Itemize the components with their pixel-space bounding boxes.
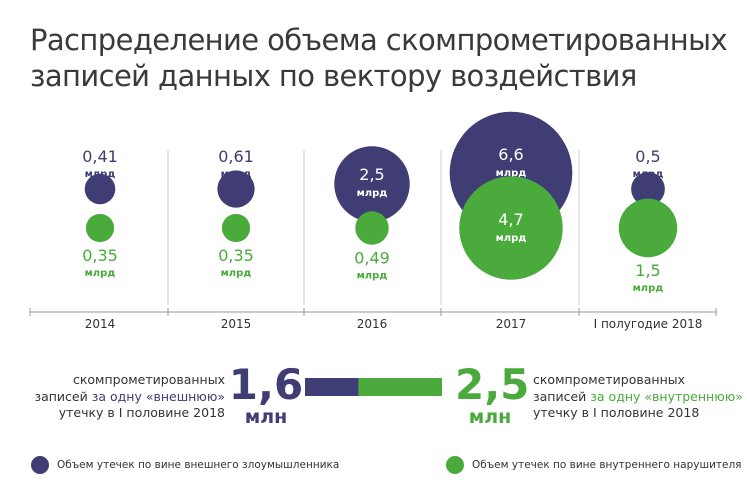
internal-caption-highlight: за одну «внутреннюю» (590, 388, 743, 404)
bubble-external (631, 172, 665, 206)
bubble-external (84, 173, 116, 205)
external-caption-line3: утечку в I половине 2018 (58, 405, 225, 420)
external-caption-line2: записей за одну «внешнюю» (15, 389, 225, 406)
bubble-internal (618, 198, 678, 258)
external-per-leak-value: 1,6 млн (228, 360, 304, 429)
bubble-external-unit: млрд (85, 169, 116, 180)
bubble-internal (355, 211, 389, 245)
internal-caption-line3: утечку в I половине 2018 (533, 405, 700, 420)
x-tick-label: 2014 (85, 317, 116, 331)
bubble-internal (85, 213, 115, 243)
x-tick-label: 2017 (496, 317, 527, 331)
comparison-bar-internal (358, 378, 442, 396)
x-tick-label: 2015 (221, 317, 252, 331)
bubble-internal-unit: млрд (633, 283, 664, 294)
internal-caption-line2-pre: записей (533, 388, 591, 404)
legend-external-dot (31, 456, 49, 474)
bubble-external-value: 0,5 (635, 147, 660, 166)
bubble-internal-unit: млрд (496, 233, 527, 244)
bubble-internal (459, 176, 563, 280)
comparison-bar-external (305, 378, 359, 396)
bubble-internal-value: 0,49 (354, 249, 390, 268)
bubble-external-value: 0,61 (218, 147, 254, 166)
legend-internal-dot (446, 456, 464, 474)
external-per-leak-unit: млн (244, 406, 288, 428)
bubble-internal-value: 0,35 (218, 246, 254, 265)
bubble-external-unit: млрд (496, 168, 527, 179)
legend-external-label: Объем утечек по вине внешнего злоумышлен… (57, 459, 340, 471)
bubble-external-unit: млрд (221, 169, 252, 180)
external-per-leak-caption: скомпрометированных записей за одну «вне… (15, 372, 225, 422)
bubble-external-unit: млрд (633, 169, 664, 180)
internal-caption-line1: скомпрометированных (533, 372, 686, 387)
chart-title: Распределение объема скомпрометированных… (30, 22, 730, 94)
external-caption-line2-pre: записей (34, 388, 92, 404)
x-tick-label: I полугодие 2018 (594, 317, 703, 331)
bubble-internal-unit: млрд (221, 268, 252, 279)
x-tick-label: 2016 (357, 317, 388, 331)
external-caption-line1: скомпрометированных (72, 372, 225, 387)
legend-internal: Объем утечек по вине внутреннего нарушит… (446, 455, 742, 475)
bubble-internal-unit: млрд (85, 268, 116, 279)
bubble-external-value: 0,41 (82, 147, 118, 166)
internal-per-leak-value: 2,5 млн (455, 360, 530, 429)
chart-title-line2: записей данных по вектору воздействия (30, 59, 637, 93)
internal-per-leak-caption: скомпрометированных записей за одну «вну… (533, 372, 743, 422)
chart-title-line1: Распределение объема скомпрометированных (30, 23, 728, 57)
bubble-internal-value: 4,7 (498, 210, 523, 229)
internal-caption-line2: записей за одну «внутреннюю» (533, 389, 743, 406)
bubble-external-value: 6,6 (498, 145, 523, 164)
internal-per-leak-unit: млн (468, 406, 512, 428)
bubble-internal-value: 0,35 (82, 246, 118, 265)
bubble-internal (221, 213, 251, 243)
bubble-external (334, 146, 410, 222)
bubble-internal-value: 1,5 (635, 261, 660, 280)
bubble-external-value: 2,5 (359, 165, 384, 184)
external-caption-highlight: за одну «внешнюю» (91, 388, 225, 404)
legend-external: Объем утечек по вине внешнего злоумышлен… (31, 455, 339, 475)
internal-per-leak-number: 2,5 (455, 360, 530, 409)
bubble-internal-unit: млрд (357, 271, 388, 282)
external-per-leak-number: 1,6 (228, 360, 304, 409)
legend-internal-label: Объем утечек по вине внутреннего нарушит… (472, 459, 742, 471)
bubble-external (217, 170, 255, 208)
bubble-external-unit: млрд (357, 188, 388, 199)
